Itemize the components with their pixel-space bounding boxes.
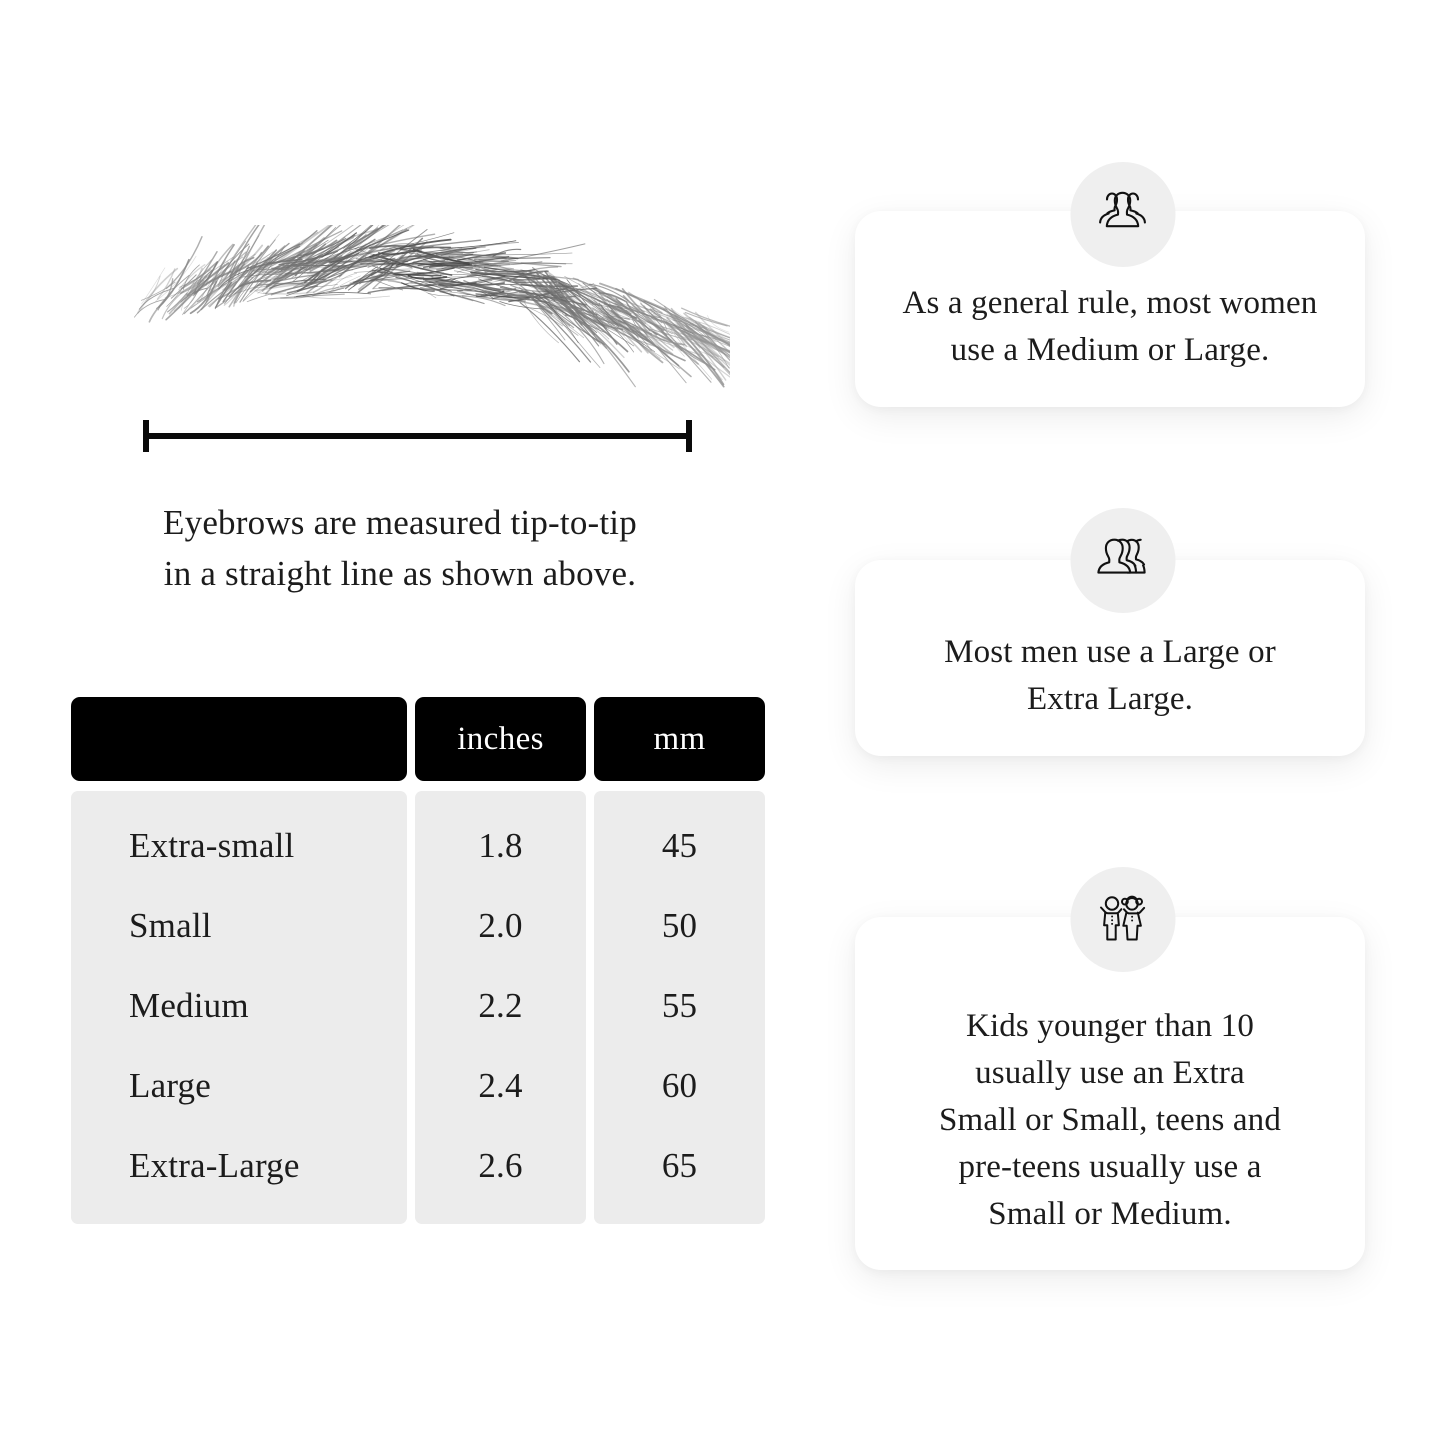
table-row: 2.6 (478, 1145, 523, 1185)
table-row: Small (129, 905, 212, 945)
women-group-icon (1070, 162, 1175, 267)
measure-cap-right (686, 420, 692, 452)
tip-to-tip-measurement-bar (143, 420, 692, 452)
table-row: 2.2 (478, 985, 523, 1025)
table-header-inches: inches (415, 697, 587, 781)
info-card-men-text: Most men use a Large or Extra Large. (910, 593, 1310, 723)
table-header-mm: mm (594, 697, 765, 781)
table-row: 55 (661, 985, 698, 1025)
card-women-line-1: As a general rule, most women (902, 285, 1318, 322)
table-row: 2.4 (478, 1065, 523, 1105)
table-row: 50 (661, 905, 698, 945)
card-kids-line-3: Small or Small, teens and (939, 1102, 1281, 1139)
measure-rule-line (143, 433, 692, 439)
table-column-inches: 1.8 2.0 2.2 2.4 2.6 (415, 791, 587, 1224)
card-men-line-2: Extra Large. (1026, 681, 1194, 717)
table-row: 60 (661, 1065, 698, 1105)
table-column-size: Extra-small Small Medium Large Extra-Lar… (71, 791, 408, 1224)
table-header-row: inches mm (71, 697, 765, 781)
card-kids-line-2: usually use an Extra (975, 1055, 1245, 1092)
table-column-mm: 45 50 55 60 65 (594, 791, 765, 1224)
table-row: Large (129, 1065, 211, 1105)
eyebrow-illustration (110, 225, 730, 410)
table-row: Medium (129, 985, 249, 1025)
info-card-men: Most men use a Large or Extra Large. (855, 560, 1365, 756)
measurement-caption: Eyebrows are measured tip-to-tip in a st… (60, 498, 740, 600)
info-card-women-text: As a general rule, most women use a Medi… (869, 244, 1352, 374)
table-row: Extra-Large (129, 1145, 300, 1185)
table-row: 2.0 (478, 905, 523, 945)
info-card-kids: Kids younger than 10 usually use an Extr… (855, 917, 1365, 1270)
card-men-line-1: Most men use a Large or (944, 634, 1276, 671)
info-card-women: As a general rule, most women use a Medi… (855, 211, 1365, 407)
table-row: 65 (661, 1145, 698, 1185)
table-row: 45 (661, 825, 698, 865)
card-kids-line-1: Kids younger than 10 (965, 1008, 1255, 1045)
table-row: 1.8 (478, 825, 523, 865)
caption-line-1: Eyebrows are measured tip-to-tip (163, 503, 637, 542)
caption-line-2: in a straight line as shown above. (163, 553, 637, 593)
size-chart-table: inches mm Extra-small Small Medium Large… (71, 697, 765, 1224)
table-row: Extra-small (129, 825, 295, 865)
table-header-size (71, 697, 408, 781)
left-column: Eyebrows are measured tip-to-tip in a st… (60, 225, 765, 1224)
info-card-kids-text: Kids younger than 10 usually use an Extr… (905, 949, 1315, 1237)
card-kids-line-4: pre-teens usually use a (958, 1148, 1262, 1185)
table-body: Extra-small Small Medium Large Extra-Lar… (71, 791, 765, 1224)
men-group-icon (1070, 508, 1175, 613)
card-kids-line-5: Small or Medium. (988, 1195, 1232, 1232)
card-women-line-2: use a Medium or Large. (950, 332, 1270, 368)
right-column: As a general rule, most women use a Medi… (800, 0, 1445, 1445)
two-kids-icon (1070, 867, 1175, 972)
